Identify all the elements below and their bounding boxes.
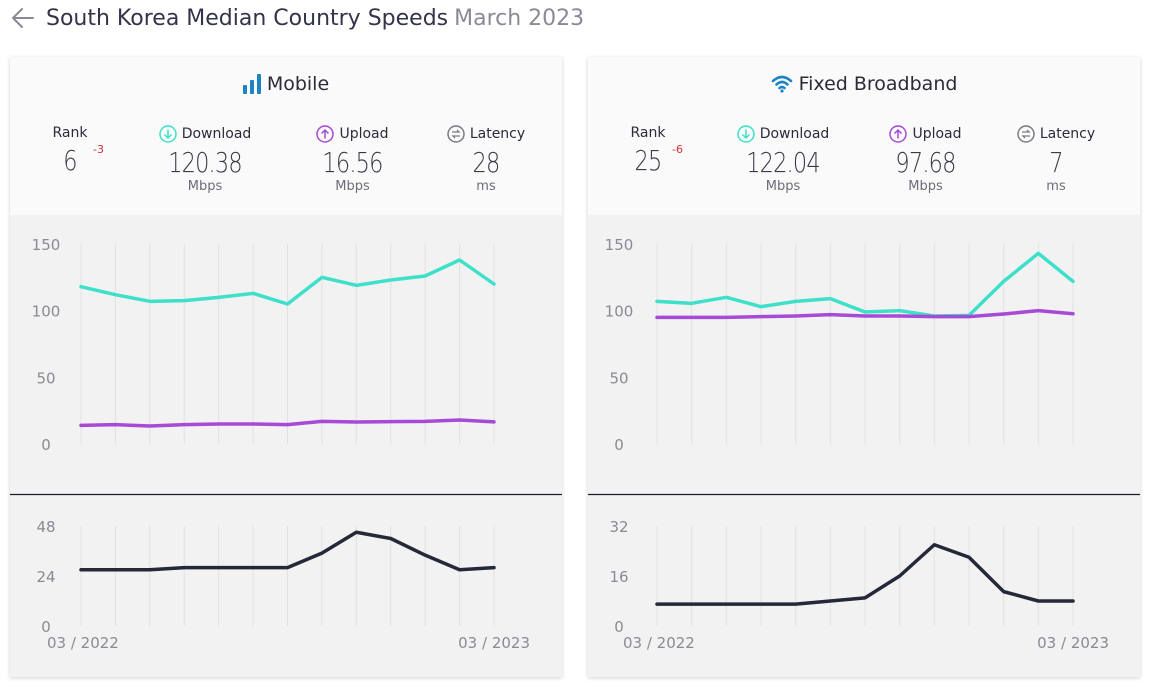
chart-mobile-latency-xtick-label: 03 / 2022 [47,634,119,652]
upload-value: 16.56 [322,146,383,179]
upload-unit: Mbps [335,179,370,194]
download-label: Download [140,125,270,143]
download-unit: Mbps [187,179,223,194]
download-arrow-icon [158,125,177,143]
fixed-summary: Fixed Broadband Rank 25 -6 Download 122.… [588,57,1140,215]
chart-fixed-latency-ytick-label: 32 [609,518,628,536]
chart-fixed-latency-ytick-label: 0 [614,618,624,636]
upload-unit: Mbps [908,179,943,194]
fixed-download: Download 122.04 Mbps [718,125,848,194]
upload-label-text: Upload [339,126,389,142]
mobile-summary: Mobile Rank 6 -3 Download 120.38 Mbps [10,57,562,215]
chart-fixed-latency-xtick-label: 03 / 2023 [1037,634,1109,652]
download-value: 120.38 [168,146,242,179]
fixed-rank: Rank 25 [618,125,678,177]
latency-label-text: Latency [469,126,526,142]
download-value: 122.04 [746,146,820,179]
chart-mobile-speed-ytick-label: 150 [32,236,61,254]
rank-value: 25 [634,144,663,177]
upload-arrow-icon [889,125,908,143]
chart-fixed-speed-ytick-label: 150 [605,236,634,254]
rank-value: 6 [63,144,77,177]
rank-change: -3 [93,143,104,156]
mobile-chart: 0 50 100 150 0 24 48 03 / 2022 03 / 2023 [10,236,562,652]
mobile-download: Download 120.38 Mbps [140,125,270,194]
upload-value: 97.68 [895,146,956,179]
mobile-latency: Latency 28 ms [430,125,542,194]
latency-value: 7 [1049,146,1063,179]
title-month: March 2023 [454,5,585,31]
latency-label: Latency [430,125,542,143]
signal-bars-icon [242,74,261,94]
upload-label: Upload [290,125,415,143]
mobile-upload: Upload 16.56 Mbps [290,125,415,194]
latency-label: Latency [1000,125,1112,143]
latency-icon [1017,125,1035,143]
download-arrow-icon [736,125,755,143]
rank-label: Rank [52,125,88,141]
upload-arrow-icon [316,125,335,143]
fixed-chart: 0 50 100 150 0 16 32 03 / 2022 03 / 2023 [588,236,1140,652]
mobile-title-label: Mobile [266,73,330,95]
latency-unit: ms [1046,179,1066,194]
mobile-rank: Rank 6 [40,125,100,177]
fixed-panel: Fixed Broadband Rank 25 -6 Download 122.… [588,57,1140,677]
back-arrow-icon[interactable] [10,5,36,31]
chart-mobile-speed-ytick-label: 0 [41,436,51,454]
chart-fixed-speed-ytick-label: 50 [609,369,628,387]
mobile-panel: Mobile Rank 6 -3 Download 120.38 Mbps [10,57,562,677]
latency-label-text: Latency [1039,126,1096,142]
rank-change: -6 [672,143,683,156]
chart-mobile-speed-ytick-label: 100 [32,303,61,321]
fixed-title-label: Fixed Broadband [798,73,958,95]
chart-fixed-speed-ytick-label: 0 [614,436,624,454]
latency-icon [447,125,465,143]
chart-fixed-latency-xtick-label: 03 / 2022 [623,634,695,652]
fixed-upload: Upload 97.68 Mbps [868,125,983,194]
page-header: South Korea Median Country Speeds March 2… [10,0,584,36]
page-title: South Korea Median Country Speeds March 2… [46,6,584,31]
upload-label-text: Upload [912,126,962,142]
download-label-text: Download [759,126,830,142]
chart-mobile-latency-xtick-label: 03 / 2023 [458,634,530,652]
chart-mobile-latency-ytick-label: 48 [36,518,55,536]
download-label: Download [718,125,848,143]
download-label-text: Download [181,126,252,142]
download-unit: Mbps [765,179,801,194]
upload-label: Upload [868,125,983,143]
fixed-latency: Latency 7 ms [1000,125,1112,194]
latency-value: 28 [472,146,501,179]
chart-mobile-speed-ytick-label: 50 [36,369,55,387]
chart-mobile-latency-ytick-label: 24 [36,568,55,586]
chart-fixed-latency-ytick-label: 16 [609,568,628,586]
wifi-icon [771,75,792,93]
mobile-panel-title: Mobile [10,73,562,95]
fixed-panel-title: Fixed Broadband [588,73,1140,95]
rank-label: Rank [630,125,666,141]
latency-unit: ms [476,179,496,194]
title-country: South Korea Median Country Speeds [46,5,449,31]
chart-fixed-speed-ytick-label: 100 [605,303,634,321]
chart-mobile-latency-ytick-label: 0 [41,618,51,636]
